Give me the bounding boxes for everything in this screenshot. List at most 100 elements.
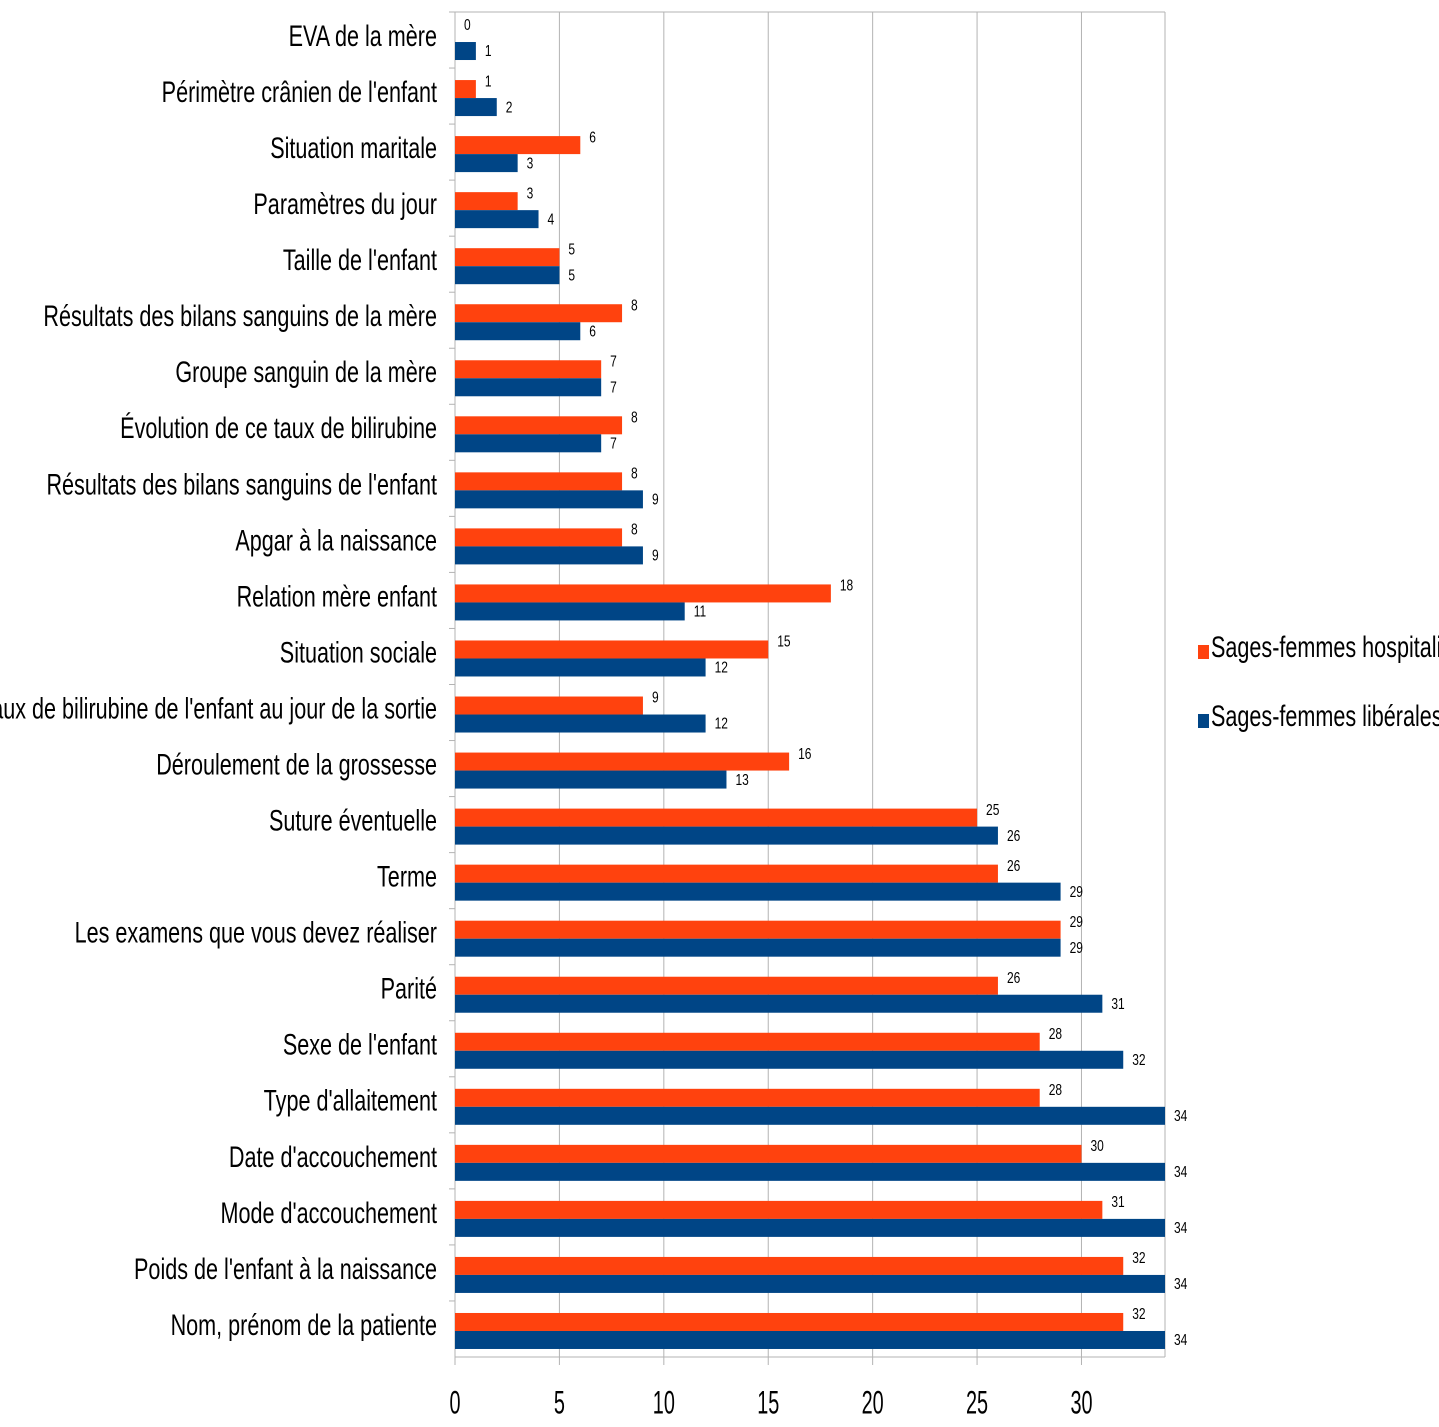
value-label: 15 [777,632,790,650]
y-tick-label-group: Taille de l'enfant [283,243,438,277]
y-tick-label-group: Résultats des bilans sanguins de l'enfan… [46,467,437,501]
y-tick-label-group: Poids de l'enfant à la naissance [134,1251,437,1285]
y-tick-label-group: Taux de bilirubine de l'enfant au jour d… [0,691,437,725]
y-tick-label: Situation sociale [280,635,437,669]
value-label: 12 [715,714,728,732]
x-tick-label: 25 [966,1385,988,1421]
x-tick-label: 30 [1070,1385,1092,1421]
bar [455,1088,1040,1107]
bar [455,1200,1103,1219]
x-tick-label-group: 20 [862,1385,884,1421]
value-label: 26 [1007,856,1020,874]
legend-swatch [1198,714,1209,728]
y-tick-label-group: Situation maritale [270,130,437,164]
x-tick-label: 5 [554,1385,565,1421]
y-tick-label-group: Terme [377,859,437,893]
x-tick-label-group: 10 [653,1385,675,1421]
y-tick-label-group: Sexe de l'enfant [283,1027,438,1061]
x-tick-label-group: 30 [1070,1385,1092,1421]
value-label-group: 26 [1007,826,1020,844]
value-label: 16 [798,744,811,762]
y-tick-label-group: Mode d'accouchement [220,1195,437,1229]
bar [455,266,560,285]
value-label: 28 [1049,1024,1062,1042]
value-label-group: 5 [568,266,575,284]
value-label: 34 [1174,1218,1187,1236]
bar [455,42,476,61]
value-label-group: 28 [1049,1024,1062,1042]
value-label: 8 [631,464,638,482]
bar [455,864,998,883]
y-tick-label-group: Nom, prénom de la patiente [171,1307,437,1341]
value-label: 9 [652,546,659,564]
y-tick-label-group: Périmètre crânien de l'enfant [162,74,438,108]
value-label: 30 [1090,1136,1103,1154]
bar [455,1144,1082,1163]
bar [455,528,623,547]
value-label-group: 18 [840,576,853,594]
y-tick-label-group: Résultats des bilans sanguins de la mère [43,299,437,333]
value-label: 4 [548,210,555,228]
y-tick-label: Taille de l'enfant [283,243,438,277]
y-tick-label: Évolution de ce taux de bilirubine [120,411,437,445]
y-tick-label-group: Situation sociale [280,635,437,669]
bar [455,640,769,659]
y-tick-label-group: Type d'allaitement [264,1083,438,1117]
value-label: 6 [589,128,596,146]
bar [455,546,643,565]
y-tick-label-group: Apgar à la naissance [235,523,437,557]
bar [455,154,518,173]
bar [455,1032,1040,1051]
value-label-group: 34 [1174,1162,1187,1180]
value-label-group: 30 [1090,1136,1103,1154]
value-label-group: 8 [631,520,638,538]
bar [455,490,643,509]
y-tick-label: Taux de bilirubine de l'enfant au jour d… [0,691,437,725]
value-label-group: 2 [506,98,513,116]
x-tick-label: 0 [449,1385,460,1421]
y-tick-label: Type d'allaitement [264,1083,438,1117]
value-label-group: 7 [610,378,617,396]
value-label: 31 [1111,1192,1124,1210]
value-label-group: 4 [548,210,555,228]
bar [455,136,581,155]
bar [455,80,476,99]
value-label: 32 [1132,1304,1145,1322]
value-label: 9 [652,688,659,706]
y-tick-label: Suture éventuelle [269,803,437,837]
y-tick-label-group: Date d'accouchement [229,1139,438,1173]
bar [455,360,602,379]
bar [455,882,1061,901]
bar [455,658,706,677]
bar [455,192,518,211]
bar [455,938,1061,957]
value-label-group: 9 [652,546,659,564]
value-label: 9 [652,490,659,508]
value-label: 1 [485,42,492,60]
value-label: 34 [1174,1162,1187,1180]
value-label: 25 [986,800,999,818]
value-label-group: 34 [1174,1330,1187,1348]
y-tick-label: Résultats des bilans sanguins de la mère [43,299,437,333]
bar [455,994,1103,1013]
x-tick-label: 20 [862,1385,884,1421]
bar [455,1218,1165,1237]
legend-swatch [1198,645,1209,659]
y-tick-label: Poids de l'enfant à la naissance [134,1251,437,1285]
value-label-group: 6 [589,322,596,340]
value-label: 5 [568,266,575,284]
value-label: 3 [527,184,534,202]
bar [455,304,623,323]
value-label-group: 7 [610,352,617,370]
y-tick-label: Paramètres du jour [253,187,437,221]
value-label: 8 [631,520,638,538]
value-label-group: 32 [1132,1050,1145,1068]
bar [455,416,623,435]
value-label: 34 [1174,1330,1187,1348]
bar [455,1256,1124,1275]
value-label-group: 9 [652,490,659,508]
value-label: 32 [1132,1248,1145,1266]
value-label-group: 1 [485,42,492,60]
bar [455,1312,1124,1331]
